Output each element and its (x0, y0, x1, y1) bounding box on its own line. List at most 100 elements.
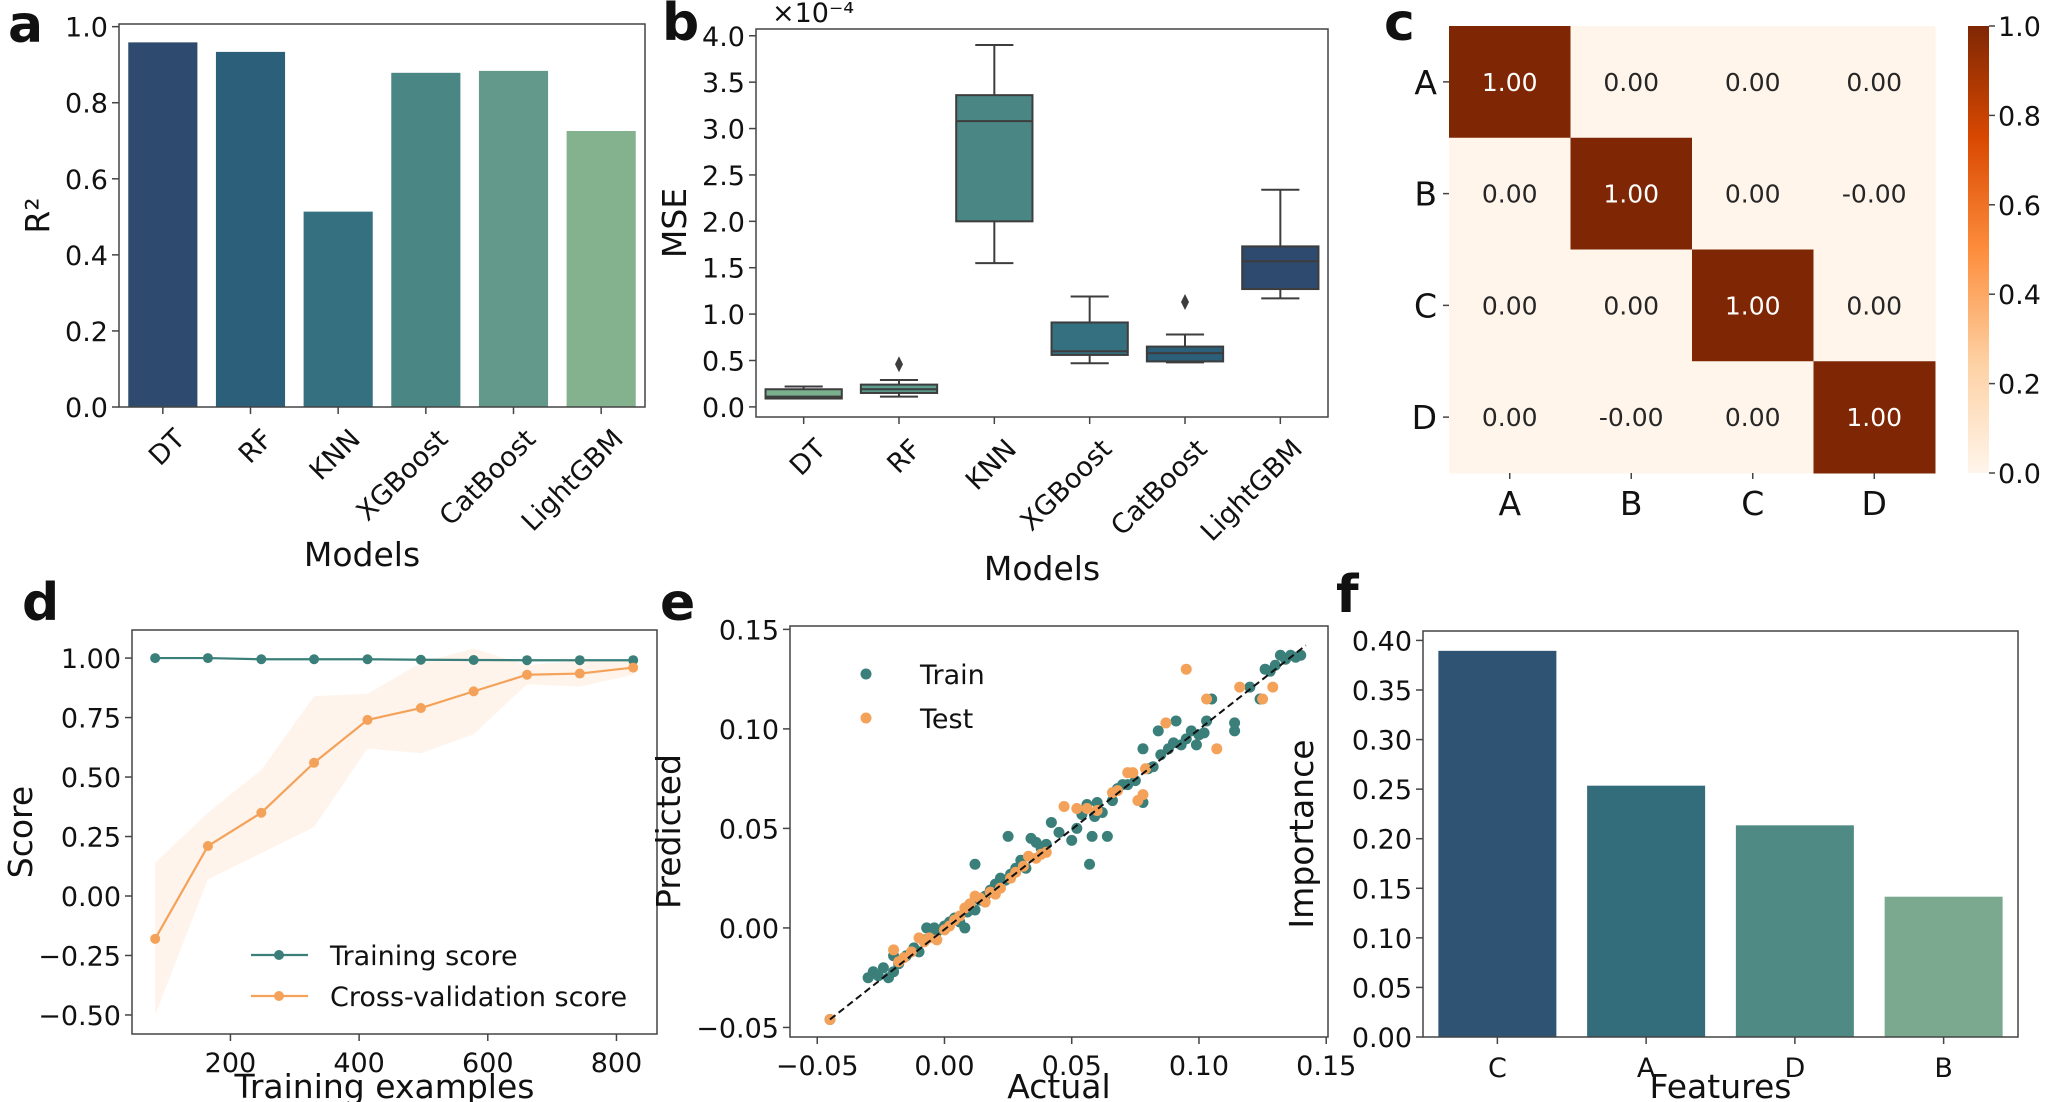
bar-DT (127, 41, 199, 408)
x-tick-label: RF (881, 434, 927, 480)
bar-XGBoost (390, 71, 462, 408)
axes-frame-f (1422, 630, 2019, 1038)
panel-label-b: b (662, 0, 699, 53)
y-tick-label: 0.25 (1352, 775, 1412, 806)
test-point (905, 946, 917, 958)
train-point (1091, 797, 1103, 809)
cell-value: 0.00 (1603, 68, 1659, 97)
x-tick-label: 0.15 (1296, 1051, 1356, 1082)
bar-D (1734, 824, 1855, 1038)
train-point (1152, 725, 1164, 737)
legend-marker (274, 991, 284, 1001)
train-point (877, 962, 889, 974)
x-tick-label: 200 (205, 1048, 257, 1079)
bar-B (1883, 895, 2004, 1038)
train-point (1071, 822, 1083, 834)
bar-LightGBM (565, 129, 637, 408)
heatmap-cell (1813, 137, 1936, 250)
data-point (415, 703, 426, 714)
x-tick-label: DT (143, 423, 192, 472)
heatmap-cell (1813, 26, 1936, 139)
heatmap-cell (1692, 249, 1814, 362)
y-tick-label: −0.25 (38, 941, 121, 972)
train-point (1244, 681, 1256, 693)
box-LightGBM (1241, 245, 1320, 291)
data-point (362, 714, 373, 725)
test-point (1071, 803, 1083, 815)
heatmap-cell (1449, 26, 1571, 139)
row-label: B (1414, 175, 1437, 214)
test-point (898, 952, 910, 964)
heatmap-cell (1570, 361, 1693, 474)
train-point (888, 966, 900, 978)
column-label: A (1498, 484, 1521, 523)
data-point (574, 655, 585, 666)
y-tick-label: 4.0 (702, 22, 745, 53)
heatmap-cell (1449, 137, 1571, 250)
legend-label: Train (919, 660, 985, 691)
colorbar-tick-label: 0.6 (1998, 191, 2041, 222)
heatmap-cell (1570, 137, 1693, 250)
y-tick-label: 0.00 (1352, 1023, 1412, 1054)
test-point (1081, 803, 1093, 815)
box-XGBoost (1050, 321, 1129, 356)
axes-frame-a (118, 23, 646, 408)
y-tick-label: −0.05 (696, 1013, 779, 1044)
outlier-point (895, 356, 903, 373)
test-point (979, 896, 991, 908)
cell-value: -0.00 (1599, 403, 1664, 432)
axes-frame-d (131, 629, 658, 1035)
y-tick-label: 3.0 (702, 115, 745, 146)
panel-label-c: c (1384, 0, 1415, 53)
test-point (1257, 693, 1269, 705)
box-DT (764, 388, 843, 400)
y-tick-label: 0.5 (702, 346, 745, 377)
train-point (1084, 858, 1096, 870)
x-tick-label: KNN (960, 434, 1023, 497)
heatmap-cell (1570, 26, 1693, 139)
bar-RF (214, 50, 287, 408)
x-axis-label: Actual (1007, 1067, 1110, 1102)
heatmap-cell (1570, 249, 1693, 362)
x-axis-label: Training examples (234, 1067, 535, 1102)
outlier-point (1181, 294, 1189, 311)
row-label: C (1414, 286, 1437, 325)
test-point (1211, 743, 1223, 755)
train-point (1269, 659, 1281, 671)
x-tick-label: −0.05 (776, 1051, 859, 1082)
train-point (1101, 830, 1113, 842)
y-tick-label: 0.15 (1352, 874, 1412, 905)
test-point (1160, 717, 1172, 729)
y-axis-label: R² (18, 197, 57, 233)
axes-frame-e (789, 625, 1329, 1038)
y-tick-label: 0.2 (65, 317, 108, 348)
heatmap-cell (1692, 137, 1814, 250)
test-point (1180, 663, 1192, 675)
train-point (1198, 727, 1210, 739)
test-point (1267, 681, 1279, 693)
data-point (309, 654, 320, 665)
train-point (1086, 830, 1098, 842)
test-point (1137, 789, 1149, 801)
colorbar-tick-label: 0.2 (1998, 370, 2041, 401)
train-point (1190, 739, 1202, 751)
y-axis-label: Predicted (649, 754, 688, 909)
data-point (202, 653, 213, 664)
cell-value: 0.00 (1482, 180, 1538, 209)
cell-value: 0.00 (1725, 403, 1781, 432)
x-tick-label: DT (784, 433, 833, 482)
y-tick-label: 1.0 (65, 13, 108, 44)
column-label: C (1741, 484, 1764, 523)
cell-value: -0.00 (1842, 180, 1907, 209)
x-tick-label: 400 (333, 1048, 385, 1079)
y-tick-label: 0.05 (1352, 973, 1412, 1004)
data-point (309, 757, 320, 768)
data-point (150, 653, 161, 664)
cell-value: 0.00 (1725, 68, 1781, 97)
y-axis-label: MSE (655, 188, 694, 258)
legend-marker (274, 950, 284, 960)
y-tick-label: 2.0 (702, 207, 745, 238)
heatmap-cell (1813, 361, 1936, 474)
y-tick-label: 0.10 (719, 715, 779, 746)
legend-label: Test (919, 704, 973, 735)
